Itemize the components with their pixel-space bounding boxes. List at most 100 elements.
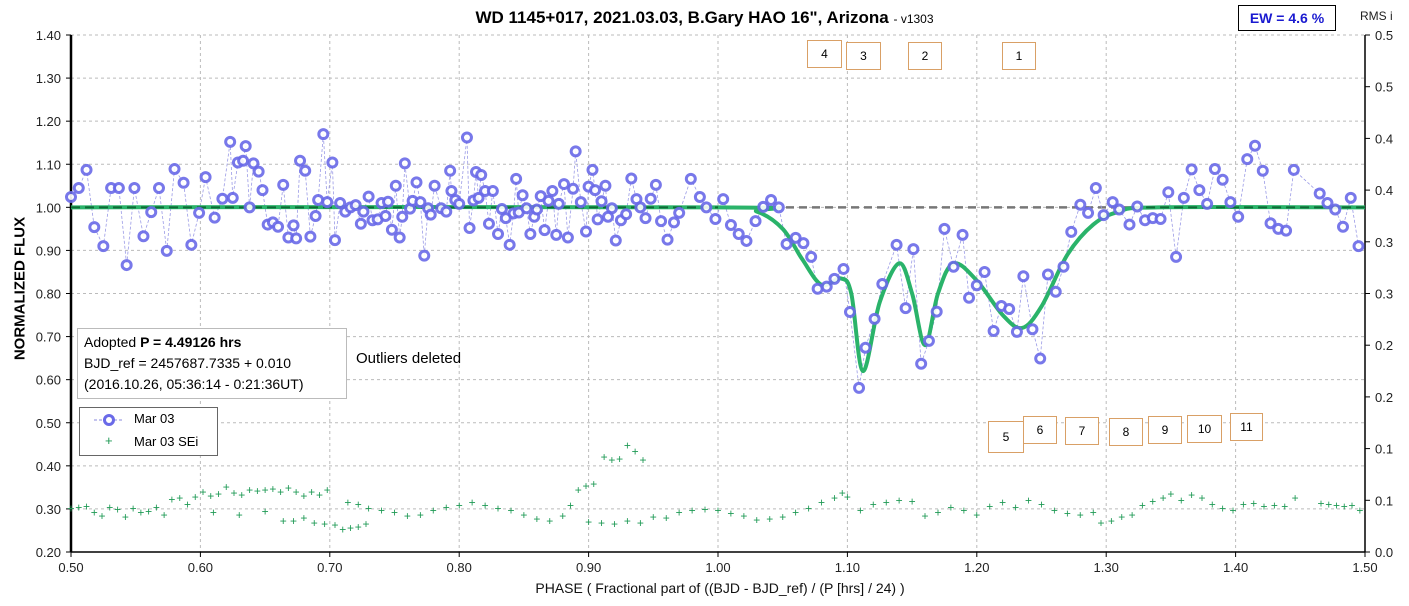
sei-point: +	[495, 502, 502, 516]
sei-point: +	[546, 514, 553, 528]
flux-marker	[357, 205, 370, 218]
flux-marker	[393, 231, 406, 244]
sei-point: +	[922, 509, 929, 523]
flux-point	[321, 196, 334, 209]
flux-marker	[428, 179, 441, 192]
y2-tick-label: 0.3	[1375, 235, 1393, 250]
flux-marker	[620, 208, 633, 221]
flux-point	[410, 176, 423, 189]
flux-marker	[890, 238, 903, 251]
flux-point	[661, 233, 674, 246]
flux-point	[1170, 250, 1183, 263]
sei-point: +	[1129, 508, 1136, 522]
flux-marker	[1201, 197, 1214, 210]
sei-point: +	[378, 504, 385, 518]
flux-point	[552, 197, 565, 210]
flux-marker	[589, 184, 602, 197]
flux-point	[765, 194, 778, 207]
flux-point	[724, 218, 737, 231]
flux-marker	[552, 197, 565, 210]
legend-label-sei: Mar 03 SEi	[134, 434, 199, 449]
sei-point: +	[168, 492, 175, 506]
flux-marker	[644, 192, 657, 205]
flux-marker	[224, 135, 237, 148]
flux-point	[639, 212, 652, 225]
flux-point	[185, 238, 198, 251]
flux-point	[930, 305, 943, 318]
sei-point: +	[262, 505, 269, 519]
flux-marker	[749, 215, 762, 228]
flux-point	[237, 154, 250, 167]
flux-point	[797, 237, 810, 250]
sei-point: +	[986, 500, 993, 514]
flux-point	[684, 172, 697, 185]
sei-point: +	[145, 505, 152, 519]
flux-point	[915, 357, 928, 370]
flux-marker	[520, 202, 533, 215]
x-tick-label: 0.60	[188, 560, 213, 575]
x-tick-label: 0.70	[317, 560, 342, 575]
flux-point	[1162, 186, 1175, 199]
flux-point	[668, 216, 681, 229]
flux-marker	[299, 164, 312, 177]
y2-tick-label: 0.5	[1375, 80, 1393, 95]
flux-marker	[655, 215, 668, 228]
flux-marker	[1131, 200, 1144, 213]
sei-point: +	[507, 504, 514, 518]
flux-marker	[88, 221, 101, 234]
flux-point	[290, 232, 303, 245]
flux-marker	[550, 228, 563, 241]
legend: + Mar 03 Mar 03 SEi	[79, 407, 218, 456]
flux-point	[1003, 303, 1016, 316]
dip-label-10: 10	[1187, 415, 1222, 443]
chart-title: WD 1145+017, 2021.03.03, B.Gary HAO 16",…	[0, 8, 1409, 28]
flux-marker	[516, 189, 529, 202]
flux-point	[65, 190, 77, 203]
flux-marker	[956, 228, 969, 241]
sei-point: +	[430, 504, 437, 518]
flux-marker	[542, 194, 555, 207]
flux-point	[128, 181, 141, 194]
flux-marker	[410, 176, 423, 189]
flux-marker	[717, 193, 730, 206]
flux-marker	[272, 220, 285, 233]
flux-point	[453, 197, 466, 210]
flux-marker	[152, 181, 165, 194]
flux-marker	[334, 197, 347, 210]
sei-point: +	[598, 516, 605, 530]
y-tick-label: 0.40	[36, 459, 61, 474]
flux-marker	[326, 156, 339, 169]
y-tick-label: 0.60	[36, 373, 61, 388]
flux-point	[516, 189, 529, 202]
flux-point	[1241, 153, 1254, 166]
flux-marker	[987, 324, 1000, 337]
x-tick-label: 1.30	[1094, 560, 1119, 575]
flux-point	[304, 230, 317, 243]
flux-point	[385, 223, 398, 236]
sei-point: +	[601, 450, 608, 464]
flux-marker	[349, 199, 362, 212]
flux-marker	[609, 234, 622, 247]
flux-marker	[693, 190, 706, 203]
flux-marker	[510, 172, 523, 185]
flux-point	[357, 205, 370, 218]
sei-point: +	[300, 489, 307, 503]
flux-marker	[709, 212, 722, 225]
flux-marker	[80, 163, 93, 176]
sei-point: +	[1281, 500, 1288, 514]
flux-point	[349, 199, 362, 212]
x-tick-label: 1.50	[1352, 560, 1377, 575]
flux-point	[561, 231, 574, 244]
flux-marker	[538, 224, 551, 237]
flux-point	[272, 220, 285, 233]
sei-point: +	[114, 503, 121, 517]
flux-marker	[780, 237, 793, 250]
flux-marker	[398, 157, 411, 170]
x-tick-label: 0.80	[447, 560, 472, 575]
flux-point	[97, 240, 110, 253]
flux-point	[88, 221, 101, 234]
sei-point: +	[184, 497, 191, 511]
sei-point: +	[702, 503, 709, 517]
sei-point: +	[280, 514, 287, 528]
flux-point	[396, 210, 409, 223]
